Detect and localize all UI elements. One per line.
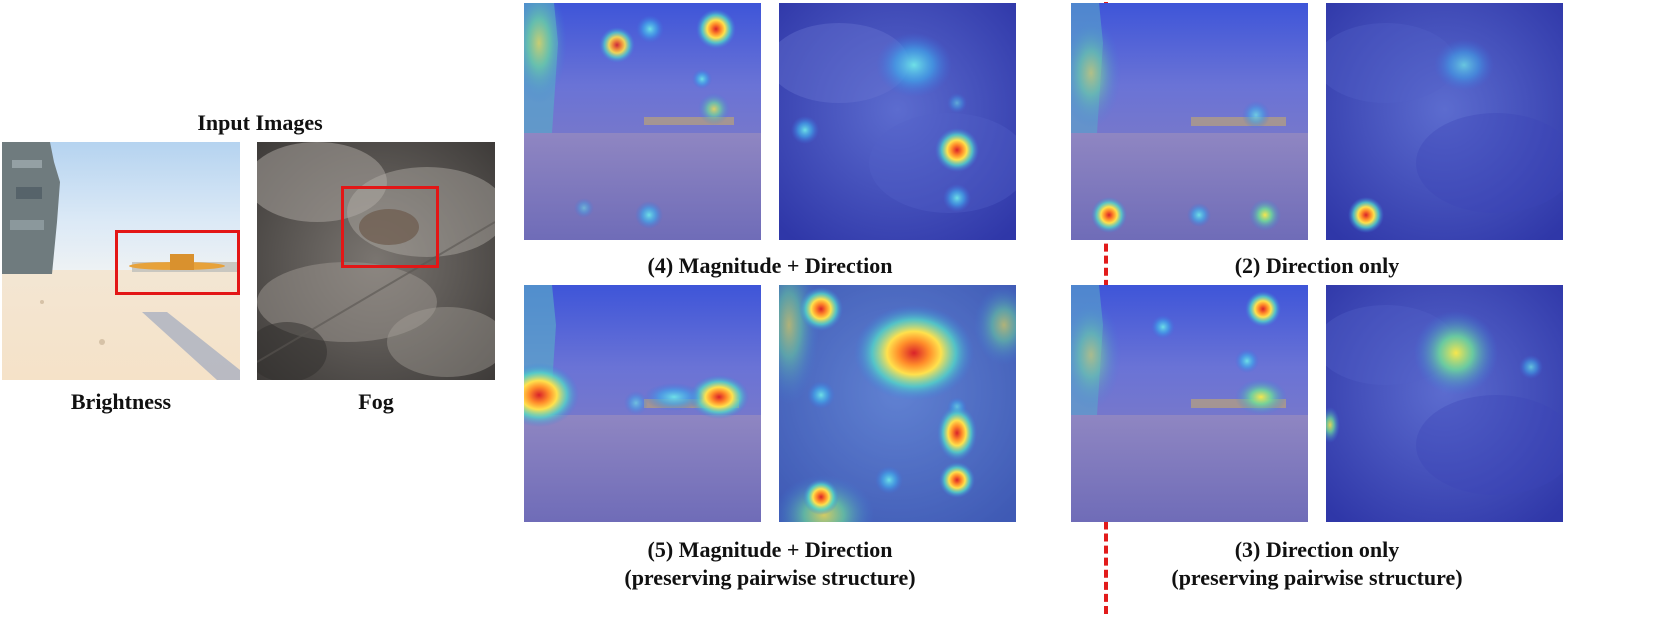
panel5-caption-line1: (5) Magnitude + Direction: [647, 537, 893, 562]
panel2-caption: (2) Direction only: [1234, 253, 1400, 278]
panel4-caption: (4) Magnitude + Direction: [647, 253, 893, 278]
brightness-input-image: [2, 142, 240, 380]
panel2-fog-heatmap: [1326, 3, 1563, 240]
input-images-title: Input Images: [197, 110, 323, 135]
fog-caption: Fog: [358, 389, 394, 414]
brightness-caption: Brightness: [70, 389, 172, 414]
panel3-caption-line1: (3) Direction only: [1234, 537, 1400, 562]
panel4-brightness-heatmap: [524, 3, 761, 240]
panel4-fog-heatmap: [779, 3, 1016, 240]
panel3-fog-heatmap: [1326, 285, 1563, 522]
panel5-brightness-heatmap: [524, 285, 761, 522]
panel3-caption-line2: (preserving pairwise structure): [1171, 565, 1463, 590]
fog-bbox: [341, 186, 439, 268]
panel3-brightness-heatmap: [1071, 285, 1308, 522]
panel5-fog-heatmap: [779, 285, 1016, 522]
panel5-caption-line2: (preserving pairwise structure): [624, 565, 916, 590]
fog-input-image: [257, 142, 495, 380]
brightness-bbox: [115, 230, 240, 295]
panel2-brightness-heatmap: [1071, 3, 1308, 240]
